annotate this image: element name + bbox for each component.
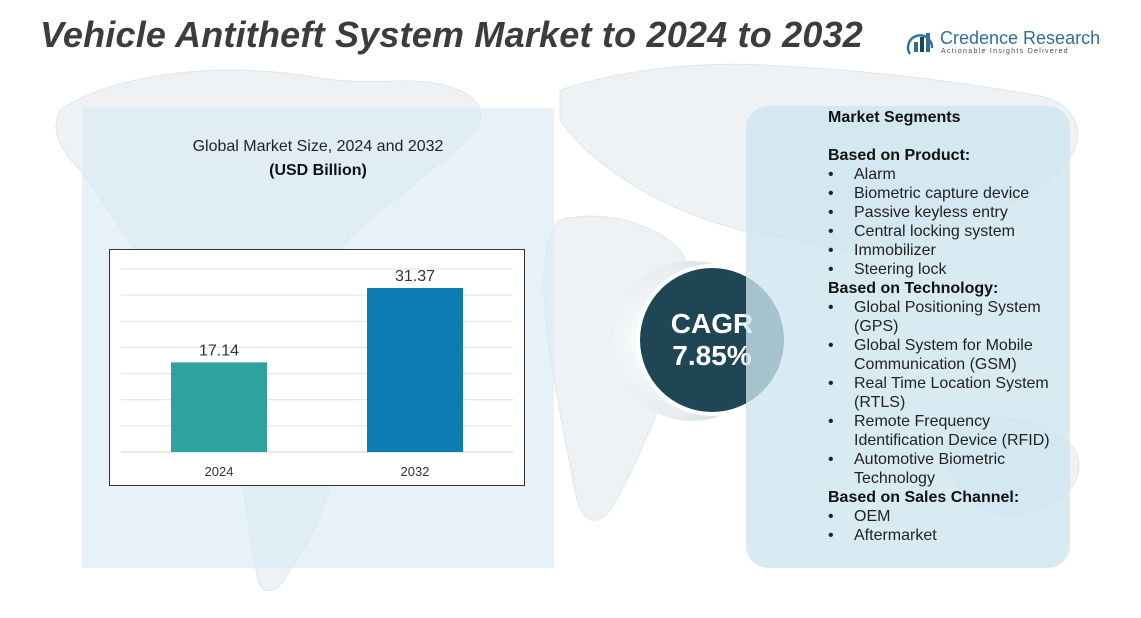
segment-list: • OEM • Aftermarket bbox=[828, 507, 1068, 545]
segment-list: • Global Positioning System (GPS) • Global … bbox=[828, 298, 1068, 488]
bar-2024 bbox=[171, 362, 267, 452]
segment-item-label: Automotive Biometric Technology bbox=[854, 451, 1006, 487]
segment-item-label: Central locking system bbox=[854, 223, 1015, 240]
segment-item-label: Steering lock bbox=[854, 261, 947, 278]
bullet-icon: • bbox=[828, 204, 834, 221]
bullet-icon: • bbox=[828, 166, 834, 183]
segment-item: • Automotive Biometric Technology bbox=[828, 450, 1074, 488]
segment-item: • Central locking system bbox=[828, 222, 1074, 241]
segment-item-label: Global System for Mobile Communication (… bbox=[854, 337, 1033, 373]
segment-item: • OEM bbox=[828, 507, 1074, 526]
segment-item: • Biometric capture device bbox=[828, 184, 1074, 203]
segment-item: • Remote Frequency Identification Device … bbox=[828, 412, 1074, 450]
brand-logo: Credence Research Actionable Insights De… bbox=[906, 26, 1100, 60]
cagr-value: 7.85% bbox=[672, 340, 752, 371]
data-label-2024: 17.14 bbox=[199, 342, 239, 359]
bullet-icon: • bbox=[828, 299, 834, 316]
cagr-label: CAGR bbox=[670, 308, 754, 339]
data-label-2032: 31.37 bbox=[395, 268, 435, 285]
segments-content: Market Segments Based on Product: • Alarm •… bbox=[828, 108, 1068, 545]
bullet-icon: • bbox=[828, 337, 834, 354]
logo-tagline: Actionable Insights Delivered bbox=[941, 48, 1069, 55]
bar-chart: 17.14 2024 31.37 2032 bbox=[109, 249, 525, 486]
segment-item: • Global Positioning System (GPS) bbox=[828, 298, 1074, 336]
bars: 17.14 2024 31.37 2032 bbox=[171, 268, 463, 479]
segment-item-label: Real Time Location System (RTLS) bbox=[854, 375, 1049, 411]
segment-item-label: Global Positioning System (GPS) bbox=[854, 299, 1041, 335]
x-tick-label-2024: 2024 bbox=[205, 464, 234, 479]
chart-title: Global Market Size, 2024 and 2032 bbox=[192, 138, 444, 155]
segment-item-label: OEM bbox=[854, 508, 891, 525]
segments-panel bbox=[746, 106, 1070, 568]
logo-name: Credence Research bbox=[940, 28, 1101, 48]
segment-item: • Passive keyless entry bbox=[828, 203, 1074, 222]
bullet-icon: • bbox=[828, 413, 834, 430]
segment-item: • Global System for Mobile Communication … bbox=[828, 336, 1074, 374]
bullet-icon: • bbox=[828, 451, 834, 468]
segment-group-title: Based on Technology: bbox=[828, 280, 999, 297]
segment-list: • Alarm • Biometric capture device • Passive … bbox=[828, 165, 1068, 279]
x-tick-label-2032: 2032 bbox=[401, 464, 430, 479]
segment-item-label: Biometric capture device bbox=[854, 185, 1030, 202]
segment-item: • Aftermarket bbox=[828, 526, 1074, 545]
segment-item-label: Passive keyless entry bbox=[854, 204, 1008, 221]
segment-item-label: Alarm bbox=[854, 166, 896, 183]
bullet-icon: • bbox=[828, 508, 834, 525]
segment-item: • Steering lock bbox=[828, 260, 1074, 279]
segment-item-label: Aftermarket bbox=[854, 527, 937, 544]
page-title: Vehicle Antitheft System Market to 2024 … bbox=[40, 14, 864, 55]
bullet-icon: • bbox=[828, 185, 834, 202]
segment-item-label: Immobilizer bbox=[854, 242, 936, 259]
bar-chart-icon bbox=[906, 33, 934, 55]
bullet-icon: • bbox=[828, 527, 834, 544]
segment-group-title: Based on Product: bbox=[828, 147, 971, 164]
segment-item: • Alarm bbox=[828, 165, 1074, 184]
segment-group-title: Based on Sales Channel: bbox=[828, 489, 1020, 506]
segment-item: • Immobilizer bbox=[828, 241, 1074, 260]
bar-2032 bbox=[367, 287, 463, 452]
segment-item-label: Remote Frequency Identification Device (… bbox=[854, 413, 1050, 449]
chart-unit: (USD Billion) bbox=[269, 162, 367, 179]
bullet-icon: • bbox=[828, 223, 834, 240]
bullet-icon: • bbox=[828, 242, 834, 259]
bullet-icon: • bbox=[828, 261, 834, 278]
segments-heading: Market Segments bbox=[828, 109, 961, 126]
bullet-icon: • bbox=[828, 375, 834, 392]
segment-item: • Real Time Location System (RTLS) bbox=[828, 374, 1074, 412]
